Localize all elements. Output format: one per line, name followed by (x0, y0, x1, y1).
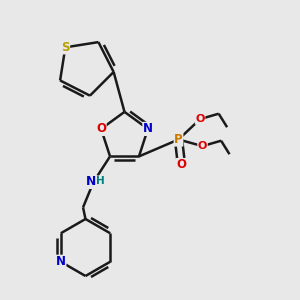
Text: N: N (86, 176, 96, 188)
Text: S: S (61, 41, 70, 54)
Text: O: O (195, 114, 205, 124)
Text: O: O (96, 122, 106, 135)
Text: O: O (198, 141, 207, 151)
Text: N: N (56, 255, 66, 268)
Text: N: N (143, 122, 153, 135)
Text: P: P (174, 133, 183, 146)
Text: O: O (176, 158, 187, 172)
Text: H: H (96, 176, 104, 186)
